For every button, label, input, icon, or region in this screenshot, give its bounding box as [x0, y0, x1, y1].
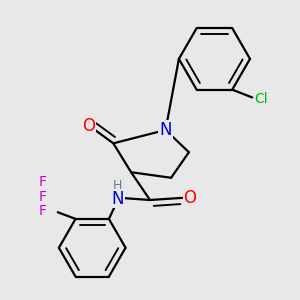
Text: Cl: Cl [254, 92, 268, 106]
Text: N: N [112, 190, 124, 208]
Text: F: F [38, 190, 46, 204]
Text: F: F [38, 175, 46, 189]
Text: N: N [159, 121, 172, 139]
Text: O: O [82, 117, 95, 135]
Text: H: H [113, 179, 122, 192]
Text: O: O [184, 189, 196, 207]
Text: F: F [38, 204, 46, 218]
